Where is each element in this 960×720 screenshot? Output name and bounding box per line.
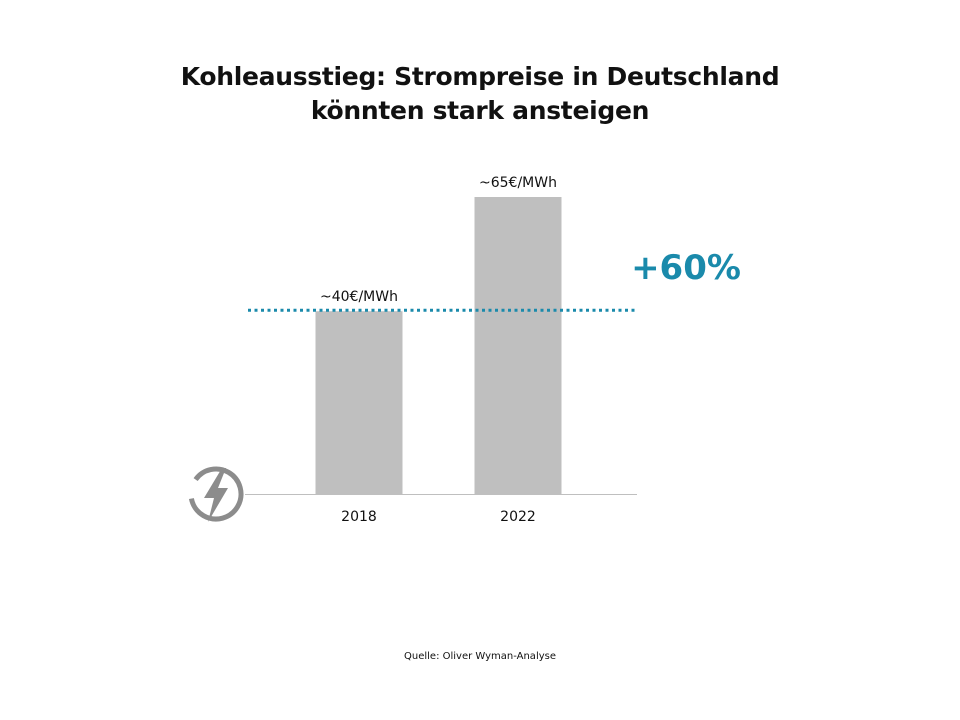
x-tick-label-2022: 2022: [500, 509, 536, 525]
source-note: Quelle: Oliver Wyman-Analyse: [404, 651, 556, 662]
bar-2018: [315, 311, 403, 494]
chart-title-line2: könnten stark ansteigen: [310, 96, 650, 125]
chart-title-line1: Kohleausstieg: Strompreise in Deutschlan…: [180, 62, 780, 91]
data-label-2022: ~65€/MWh: [479, 175, 557, 191]
x-tick-label-2018: 2018: [341, 509, 377, 525]
data-label-2018: ~40€/MWh: [320, 289, 398, 305]
chart-title: Kohleausstieg: Strompreise in Deutschlan…: [0, 60, 960, 128]
lightning-bolt-icon: [188, 466, 244, 522]
change-annotation: +60%: [631, 248, 741, 288]
bar-2022: [474, 197, 562, 494]
